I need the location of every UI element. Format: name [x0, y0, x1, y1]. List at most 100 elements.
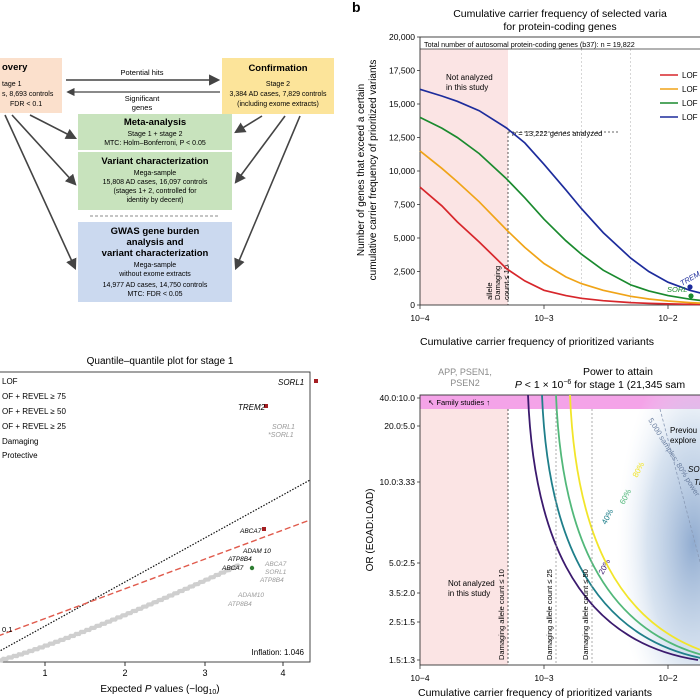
gwas-line3: 14,977 AD cases, 14,750 controls: [103, 282, 208, 289]
qq-title: Quantile–quantile plot for stage 1: [87, 356, 234, 367]
panel-b-bottom: APP, PSEN1, PSEN2 Power to attain P < 1 …: [365, 366, 700, 699]
chart1-not-analyzed-2: in this study: [446, 83, 488, 92]
chart2-not-analyzed-2: in this study: [448, 589, 490, 598]
qq-legend-6: Protective: [2, 451, 38, 460]
qq-label-abca7-grey: ABCA7: [264, 561, 287, 568]
chart2-power-curve-0: [527, 394, 699, 661]
qq-xlabel: Expected P values (−log10): [100, 684, 219, 696]
gwas-title-3: variant characterization: [102, 248, 209, 259]
qq-fdr-label: 0.1: [2, 625, 12, 634]
qq-point-sorl1: [314, 379, 318, 383]
meta-title: Meta-analysis: [124, 117, 186, 128]
qq-fdr-line: [0, 519, 311, 637]
chart2-damaging-50: Damaging allele count ≤ 50: [581, 569, 590, 660]
qq-label-abca7: ABCA7: [239, 528, 262, 535]
chart2-xtick-label: 10−4: [410, 673, 429, 683]
confirmation-line1: Stage 2: [266, 81, 290, 88]
variant-characterization-box: [78, 152, 232, 210]
arrow-disc-meta: [29, 114, 77, 140]
qq-label-atp8b4-grey: ATP8B4: [259, 577, 284, 584]
chart2-5000-line: [659, 408, 700, 564]
chart2-frame: [419, 394, 700, 666]
qq-legend: LOF OF + REVEL ≥ 75 OF + REVEL ≥ 50 OF +…: [2, 377, 66, 460]
chart1-grid: [581, 49, 631, 305]
chart2-xticks: 10−4 10−3 10−2: [410, 665, 678, 683]
meta-line2: MTC: Holm–Bonferroni, P < 0.05: [104, 140, 206, 147]
legend-label-lof-blue: LOF: [682, 113, 698, 122]
chart1-not-analyzed-shade: [420, 49, 508, 305]
chart1-ytick-label: 7,500: [394, 200, 416, 210]
meta-analysis-box: [78, 114, 232, 150]
arrow-disc-gwas: [4, 114, 77, 271]
chart1-xtick-label: 10−4: [410, 313, 429, 323]
qq-legend-4: OF + REVEL ≥ 25: [2, 422, 66, 431]
chart2-power-curve-3: [569, 394, 700, 651]
chart2-family-label: ↖ Family studies ↑: [428, 398, 490, 407]
qq-label-sorl1-grey3: SORL1: [265, 569, 287, 576]
chart1-damaging-label: Damaging: [493, 266, 502, 300]
panel-b-top: b Cumulative carrier frequency of select…: [352, 0, 700, 348]
chart1-damaging-label-4: count ≤ 10: [502, 265, 511, 300]
discovery-line3: FDR < 0.1: [10, 101, 42, 108]
qq-xtick-4: 4: [280, 668, 285, 678]
significant-genes-label-1: Significant: [125, 94, 161, 103]
chart1-ylabel-1: Number of genes that exceed a certain: [356, 84, 367, 256]
chart2-title: Power to attain: [583, 366, 653, 378]
qq-legend-3: OF + REVEL ≥ 50: [2, 407, 66, 416]
chart1-sorl-point: [688, 293, 694, 299]
chart1-sorl-label: SORL: [667, 285, 687, 294]
variant-line1: Mega-sample: [134, 170, 177, 177]
chart1-ytick-label: 17,500: [389, 66, 415, 76]
chart1-analyzed-label: n = 13,222 genes analyzed: [512, 129, 602, 138]
panel-b-label: b: [352, 0, 361, 15]
gwas-title-2: analysis and: [126, 237, 183, 248]
discovery-line1: tage 1: [2, 81, 22, 88]
qq-label-sorl1-grey1: SORL1: [272, 424, 295, 431]
qq-label-abca7b: ABCA7: [221, 565, 244, 572]
confirmation-line3: (including exome extracts): [237, 101, 319, 108]
chart1-series-line-2: [419, 116, 700, 302]
arrow-disc-var: [11, 114, 77, 186]
chart2-xtick-label: 10−3: [534, 673, 553, 683]
chart2-damaging-10: Damaging allele count ≤ 10: [497, 569, 506, 660]
chart2-power-curve-2: [555, 394, 700, 656]
chart1-yticks: 0 2,500 5,000 7,500 10,000 12,500 15,000 17,500…: [389, 32, 420, 310]
chart1-total-annotation: Total number of autosomal protein-coding…: [424, 40, 635, 49]
qq-label-adam10-grey: ADAM10: [237, 592, 264, 599]
significant-genes-label-2: genes: [132, 103, 153, 112]
chart1-xtick-label: 10−2: [658, 313, 677, 323]
confirmation-line2: 3,384 AD cases, 7,829 controls: [230, 91, 327, 98]
chart2-subtitle: P < 1 × 10−6 for stage 1 (21,345 sam: [515, 379, 686, 391]
chart2-ytick-label: 10.0:3.33: [380, 477, 416, 487]
chart2-previous-label-2: explore: [670, 436, 697, 445]
legend-label-lof-red: LOF: [682, 71, 698, 80]
confirmation-box: [222, 58, 334, 114]
qq-xtick-1: 1: [42, 668, 47, 678]
qq-label-sorl1: SORL1: [278, 378, 304, 387]
qq-inflation: Inflation: 1.046: [252, 648, 305, 657]
chart1-series-line-0: [419, 186, 700, 306]
chart1-ytick-label: 10,000: [389, 166, 415, 176]
chart1-series-line-3: [419, 88, 700, 294]
confirmation-title: Confirmation: [248, 63, 307, 74]
gwas-line1: Mega-sample: [134, 262, 177, 269]
chart2-yticks: 1.5:1.3 2.5:1.5 3.5:2.0 5.0:2.5 10.0:3.33 20.…: [380, 393, 420, 665]
chart1-damaging-label-2: allele: [485, 282, 494, 300]
chart2-ytick-label: 40.0:10.0: [380, 393, 416, 403]
arrow-conf-meta: [234, 115, 263, 134]
qq-point-green: [249, 565, 255, 571]
chart2-grid: [659, 408, 700, 564]
variant-title: Variant characterization: [101, 156, 208, 167]
chart2-app-label-2: PSEN2: [450, 378, 480, 388]
chart1-xticks: 10−4 10−3 10−2: [410, 305, 678, 323]
gwas-line2: without exome extracts: [118, 271, 191, 278]
chart1-series: [419, 88, 700, 306]
chart2-power-curve-1: [541, 394, 700, 659]
chart2-not-analyzed-shade: [420, 395, 508, 665]
chart2-previous-label-1: Previou: [670, 426, 697, 435]
chart1-ytick-label: 20,000: [389, 32, 415, 42]
qq-label-atp8b4: ATP8B4: [227, 556, 252, 563]
chart1-ytick-label: 2,500: [394, 267, 416, 277]
chart1-ytick-label: 5,000: [394, 233, 416, 243]
qq-expected-line: [0, 479, 311, 652]
